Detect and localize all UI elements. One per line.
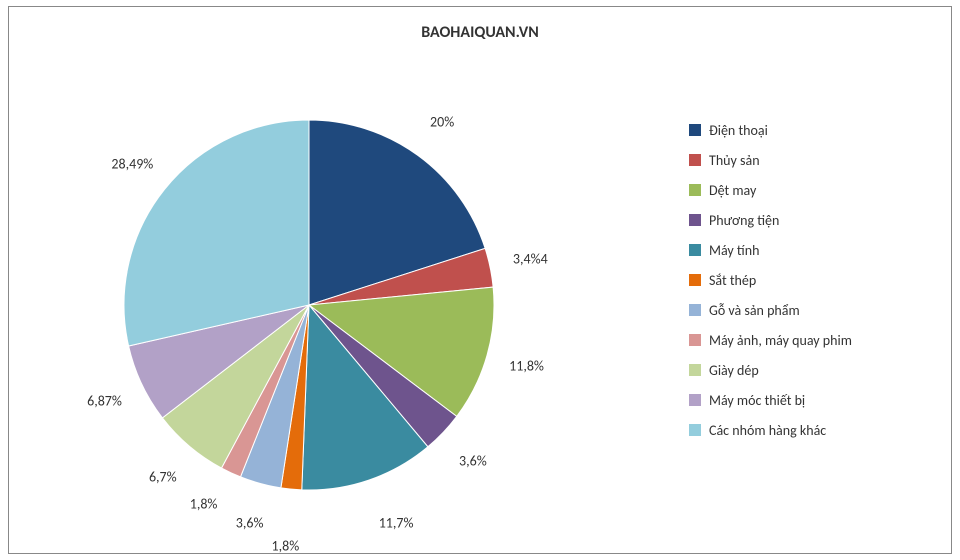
pie-data-label: 20%	[430, 114, 454, 131]
legend-swatch	[689, 214, 701, 226]
legend-label: Điện thoại	[709, 122, 768, 139]
chart-frame: BAOHAIQUAN.VN Điện thoạiThủy sảnDệt mayP…	[8, 6, 952, 554]
pie-data-label: 11,8%	[509, 358, 544, 375]
pie-data-label: 3,6%	[459, 452, 487, 469]
legend-label: Các nhóm hàng khác	[709, 422, 826, 439]
pie-data-label: 11,7%	[379, 514, 414, 531]
pie-data-label: 3,4%4	[513, 251, 548, 268]
legend-swatch	[689, 334, 701, 346]
pie-data-label: 3,6%	[236, 515, 264, 532]
legend-item: Dệt may	[689, 175, 852, 205]
pie-data-label: 1,8%	[272, 537, 300, 554]
legend-item: Điện thoại	[689, 115, 852, 145]
legend-item: Phương tiện	[689, 205, 852, 235]
legend-swatch	[689, 154, 701, 166]
legend-swatch	[689, 124, 701, 136]
legend-label: Phương tiện	[709, 212, 779, 229]
legend-item: Thủy sản	[689, 145, 852, 175]
pie-data-label: 6,87%	[87, 393, 122, 410]
legend-label: Máy tính	[709, 242, 759, 259]
legend-item: Giày dép	[689, 355, 852, 385]
legend-label: Máy móc thiết bị	[709, 392, 805, 409]
legend-swatch	[689, 184, 701, 196]
pie-data-label: 1,8%	[190, 495, 218, 512]
legend-swatch	[689, 394, 701, 406]
legend-label: Thủy sản	[709, 152, 760, 169]
legend-swatch	[689, 304, 701, 316]
legend-label: Máy ảnh, máy quay phim	[709, 332, 852, 349]
legend-item: Gỗ và sản phẩm	[689, 295, 852, 325]
pie-data-label: 6,7%	[149, 469, 177, 486]
legend-swatch	[689, 244, 701, 256]
legend-swatch	[689, 274, 701, 286]
legend: Điện thoại Thủy sản Dệt may Phương tiện Máy …	[689, 115, 852, 445]
legend-item: Máy móc thiết bị	[689, 385, 852, 415]
legend-label: Giày dép	[709, 362, 759, 379]
legend-label: Gỗ và sản phẩm	[709, 302, 800, 319]
legend-swatch	[689, 424, 701, 436]
legend-swatch	[689, 364, 701, 376]
pie-svg	[9, 7, 504, 500]
pie-data-label: 28,49%	[111, 156, 153, 173]
legend-item: Máy ảnh, máy quay phim	[689, 325, 852, 355]
legend-label: Sắt thép	[709, 272, 756, 289]
legend-item: Các nhóm hàng khác	[689, 415, 852, 445]
pie-plot	[9, 7, 504, 500]
legend-item: Máy tính	[689, 235, 852, 265]
legend-label: Dệt may	[709, 182, 756, 199]
legend-item: Sắt thép	[689, 265, 852, 295]
